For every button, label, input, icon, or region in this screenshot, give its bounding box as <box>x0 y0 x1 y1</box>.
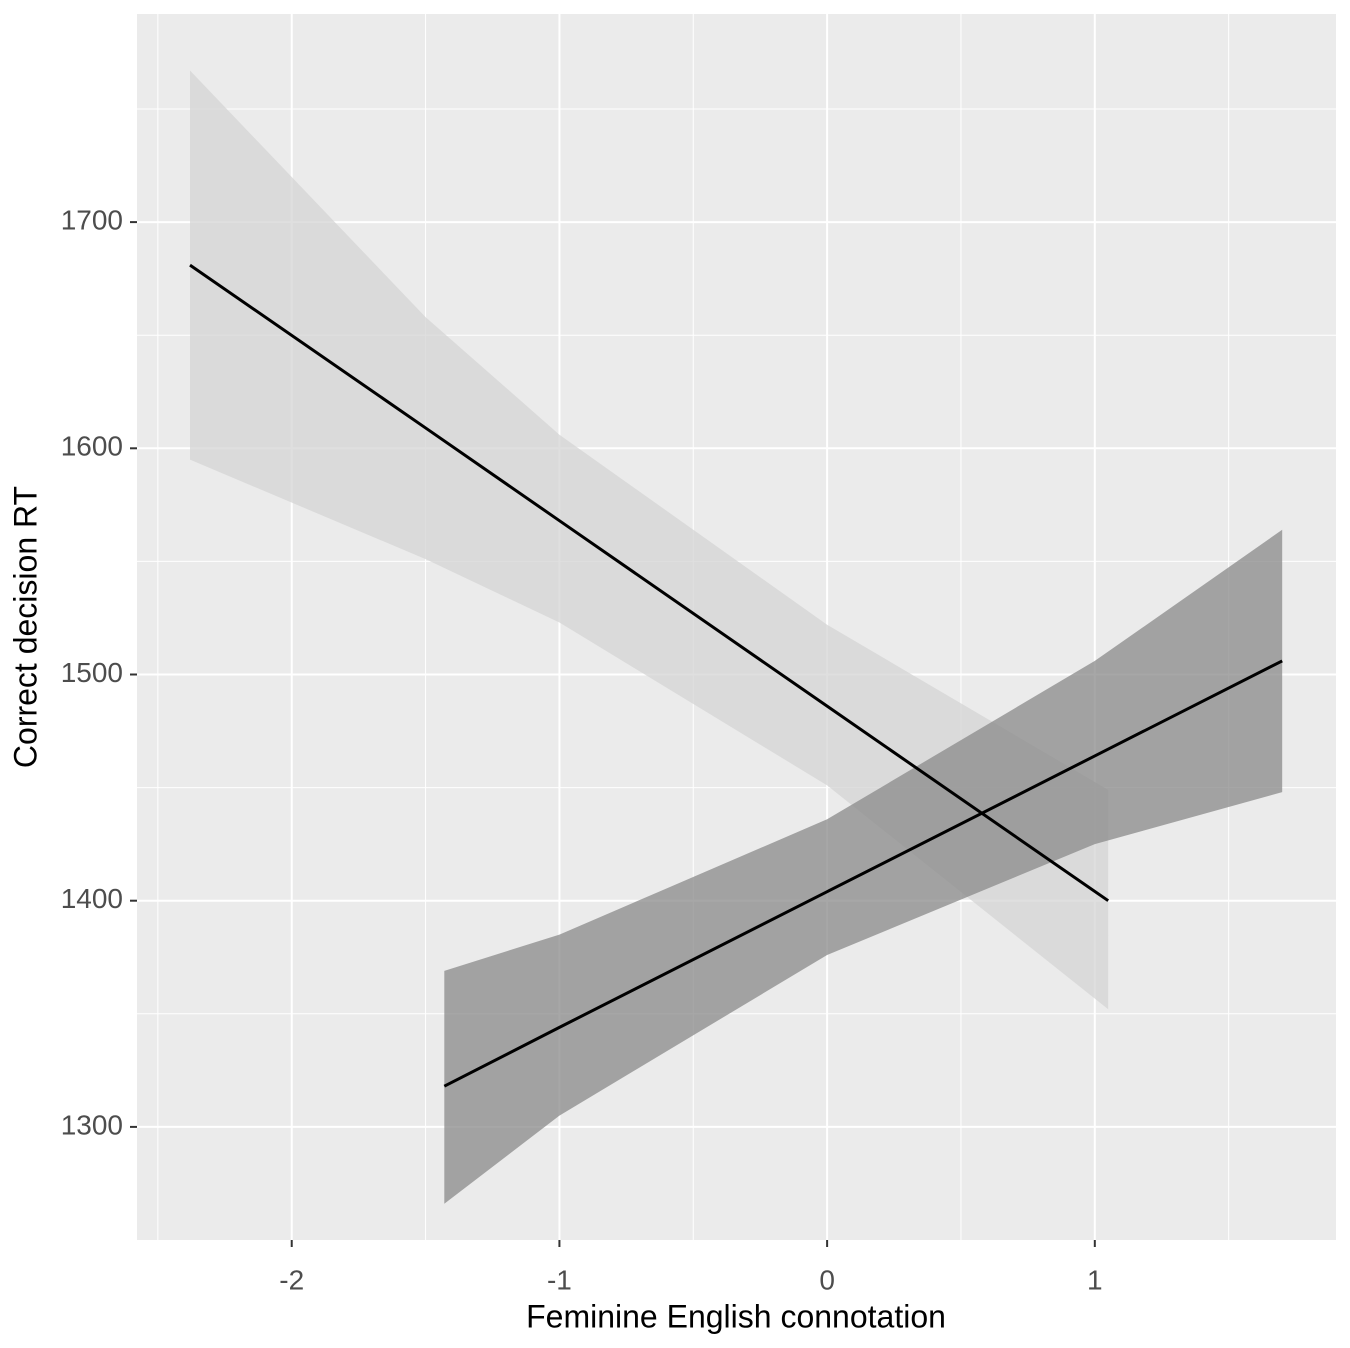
confidence-ribbon <box>444 529 1283 1204</box>
confidence-ribbon <box>190 70 1109 1010</box>
y-tick-label: 1700 <box>61 204 123 235</box>
regression-line <box>189 263 1110 902</box>
regression-line <box>443 659 1283 1088</box>
y-tick-label: 1300 <box>61 1109 123 1140</box>
x-tick-label: -1 <box>547 1264 572 1295</box>
x-tick-label: -2 <box>279 1264 304 1295</box>
y-tick-label: 1500 <box>61 657 123 688</box>
plot-area <box>189 70 1283 1204</box>
axes: -2 -1 0 1 1300 1400 1500 1600 1700 <box>61 204 1103 1295</box>
y-tick-label: 1400 <box>61 883 123 914</box>
x-tick-label: 0 <box>819 1264 835 1295</box>
x-tick-label: 1 <box>1087 1264 1103 1295</box>
y-tick-label: 1600 <box>61 431 123 462</box>
y-axis-title: Correct decision RT <box>7 486 43 768</box>
x-axis-title: Feminine English connotation <box>526 1298 946 1334</box>
